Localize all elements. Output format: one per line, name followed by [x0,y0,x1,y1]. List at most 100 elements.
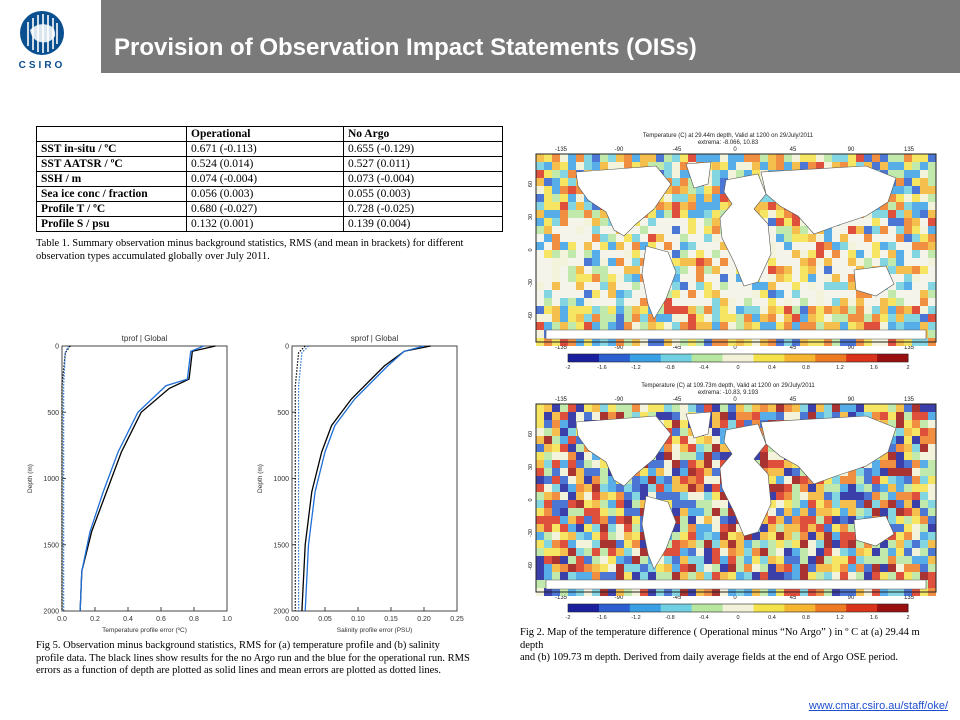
map-cell [680,476,688,484]
lat-tick-label: 30 [528,214,534,220]
map-cell [632,572,640,580]
map-cell [696,452,704,460]
map-cell [792,572,800,580]
map-cell [824,404,832,412]
map-cell [568,306,576,314]
map-cell [544,162,552,170]
map-cell [712,524,720,532]
map-cell [784,234,792,242]
map-cell [752,162,760,170]
map-cell [592,540,600,548]
map-cell [888,258,896,266]
map-cell [832,322,840,330]
map-cell [632,556,640,564]
map-cell [624,484,632,492]
map-cell [552,428,560,436]
map-cell [744,298,752,306]
footer-url-link[interactable]: www.cmar.csiro.au/staff/oke/ [808,700,948,712]
map-cell [768,314,776,322]
map-cell [904,274,912,282]
map-cell [584,532,592,540]
map-cell [712,194,720,202]
map-cell [816,154,824,162]
map-cell [584,548,592,556]
map-cell [792,282,800,290]
map-cell [912,492,920,500]
map-cell [744,314,752,322]
map-cell [848,258,856,266]
lon-tick-label: 0 [733,345,737,351]
map-cell [568,202,576,210]
map-cell [704,186,712,194]
map-cell [608,556,616,564]
map-cell [816,500,824,508]
map-cell [696,460,704,468]
lon-tick-label: 0 [733,595,737,601]
map-cell [704,556,712,564]
map-cell [680,516,688,524]
map-cell [744,154,752,162]
map-cell [888,452,896,460]
colorbar-swatch [846,354,878,362]
map-cell [856,298,864,306]
map-cell [928,548,936,556]
map-cell [864,540,872,548]
map-cell [680,186,688,194]
map-cell [584,290,592,298]
map-cell [664,322,672,330]
map-cell [680,258,688,266]
map-cell [720,436,728,444]
colorbar-swatch [691,604,724,612]
map-cell [632,322,640,330]
map-cell [680,572,688,580]
map-cell [792,290,800,298]
map-cell [608,476,616,484]
map-cell [680,492,688,500]
map-cell [904,572,912,580]
map-cell [536,540,544,548]
map-cell [760,290,768,298]
map-cell [752,322,760,330]
map-cell [680,508,688,516]
map-cell [544,154,552,162]
map-cell [544,484,552,492]
map-cell [864,500,872,508]
map-cell [896,460,904,468]
map-cell [816,492,824,500]
map-cell [920,298,928,306]
map-cell [728,564,736,572]
map-cell [864,476,872,484]
map-cell [568,460,576,468]
table-header-cell: Operational [186,126,344,142]
continent-north-america [575,415,672,487]
map-cell [728,162,736,170]
map-cell [896,266,904,274]
map-cell [632,508,640,516]
map-cell [592,250,600,258]
map-cell [584,218,592,226]
map-cell [832,484,840,492]
map-cell [688,436,696,444]
map-cell [664,170,672,178]
table-cell-operational: 0.132 (0.001) [186,216,344,232]
map-cell [880,322,888,330]
lon-tick-label: 135 [904,345,915,351]
map-cell [672,420,680,428]
map-cell [816,564,824,572]
map-cell [768,500,776,508]
map-cell [624,564,632,572]
map-cell [624,404,632,412]
map-cell [752,314,760,322]
map-cell [688,444,696,452]
map-cell [672,226,680,234]
map-cell [840,476,848,484]
map-cell [872,484,880,492]
map-cell [672,556,680,564]
map-cell [720,274,728,282]
map-cell [904,460,912,468]
map-cell [672,564,680,572]
map-cell [728,298,736,306]
map-cell [656,468,664,476]
x-tick-label: 0.00 [285,616,299,623]
